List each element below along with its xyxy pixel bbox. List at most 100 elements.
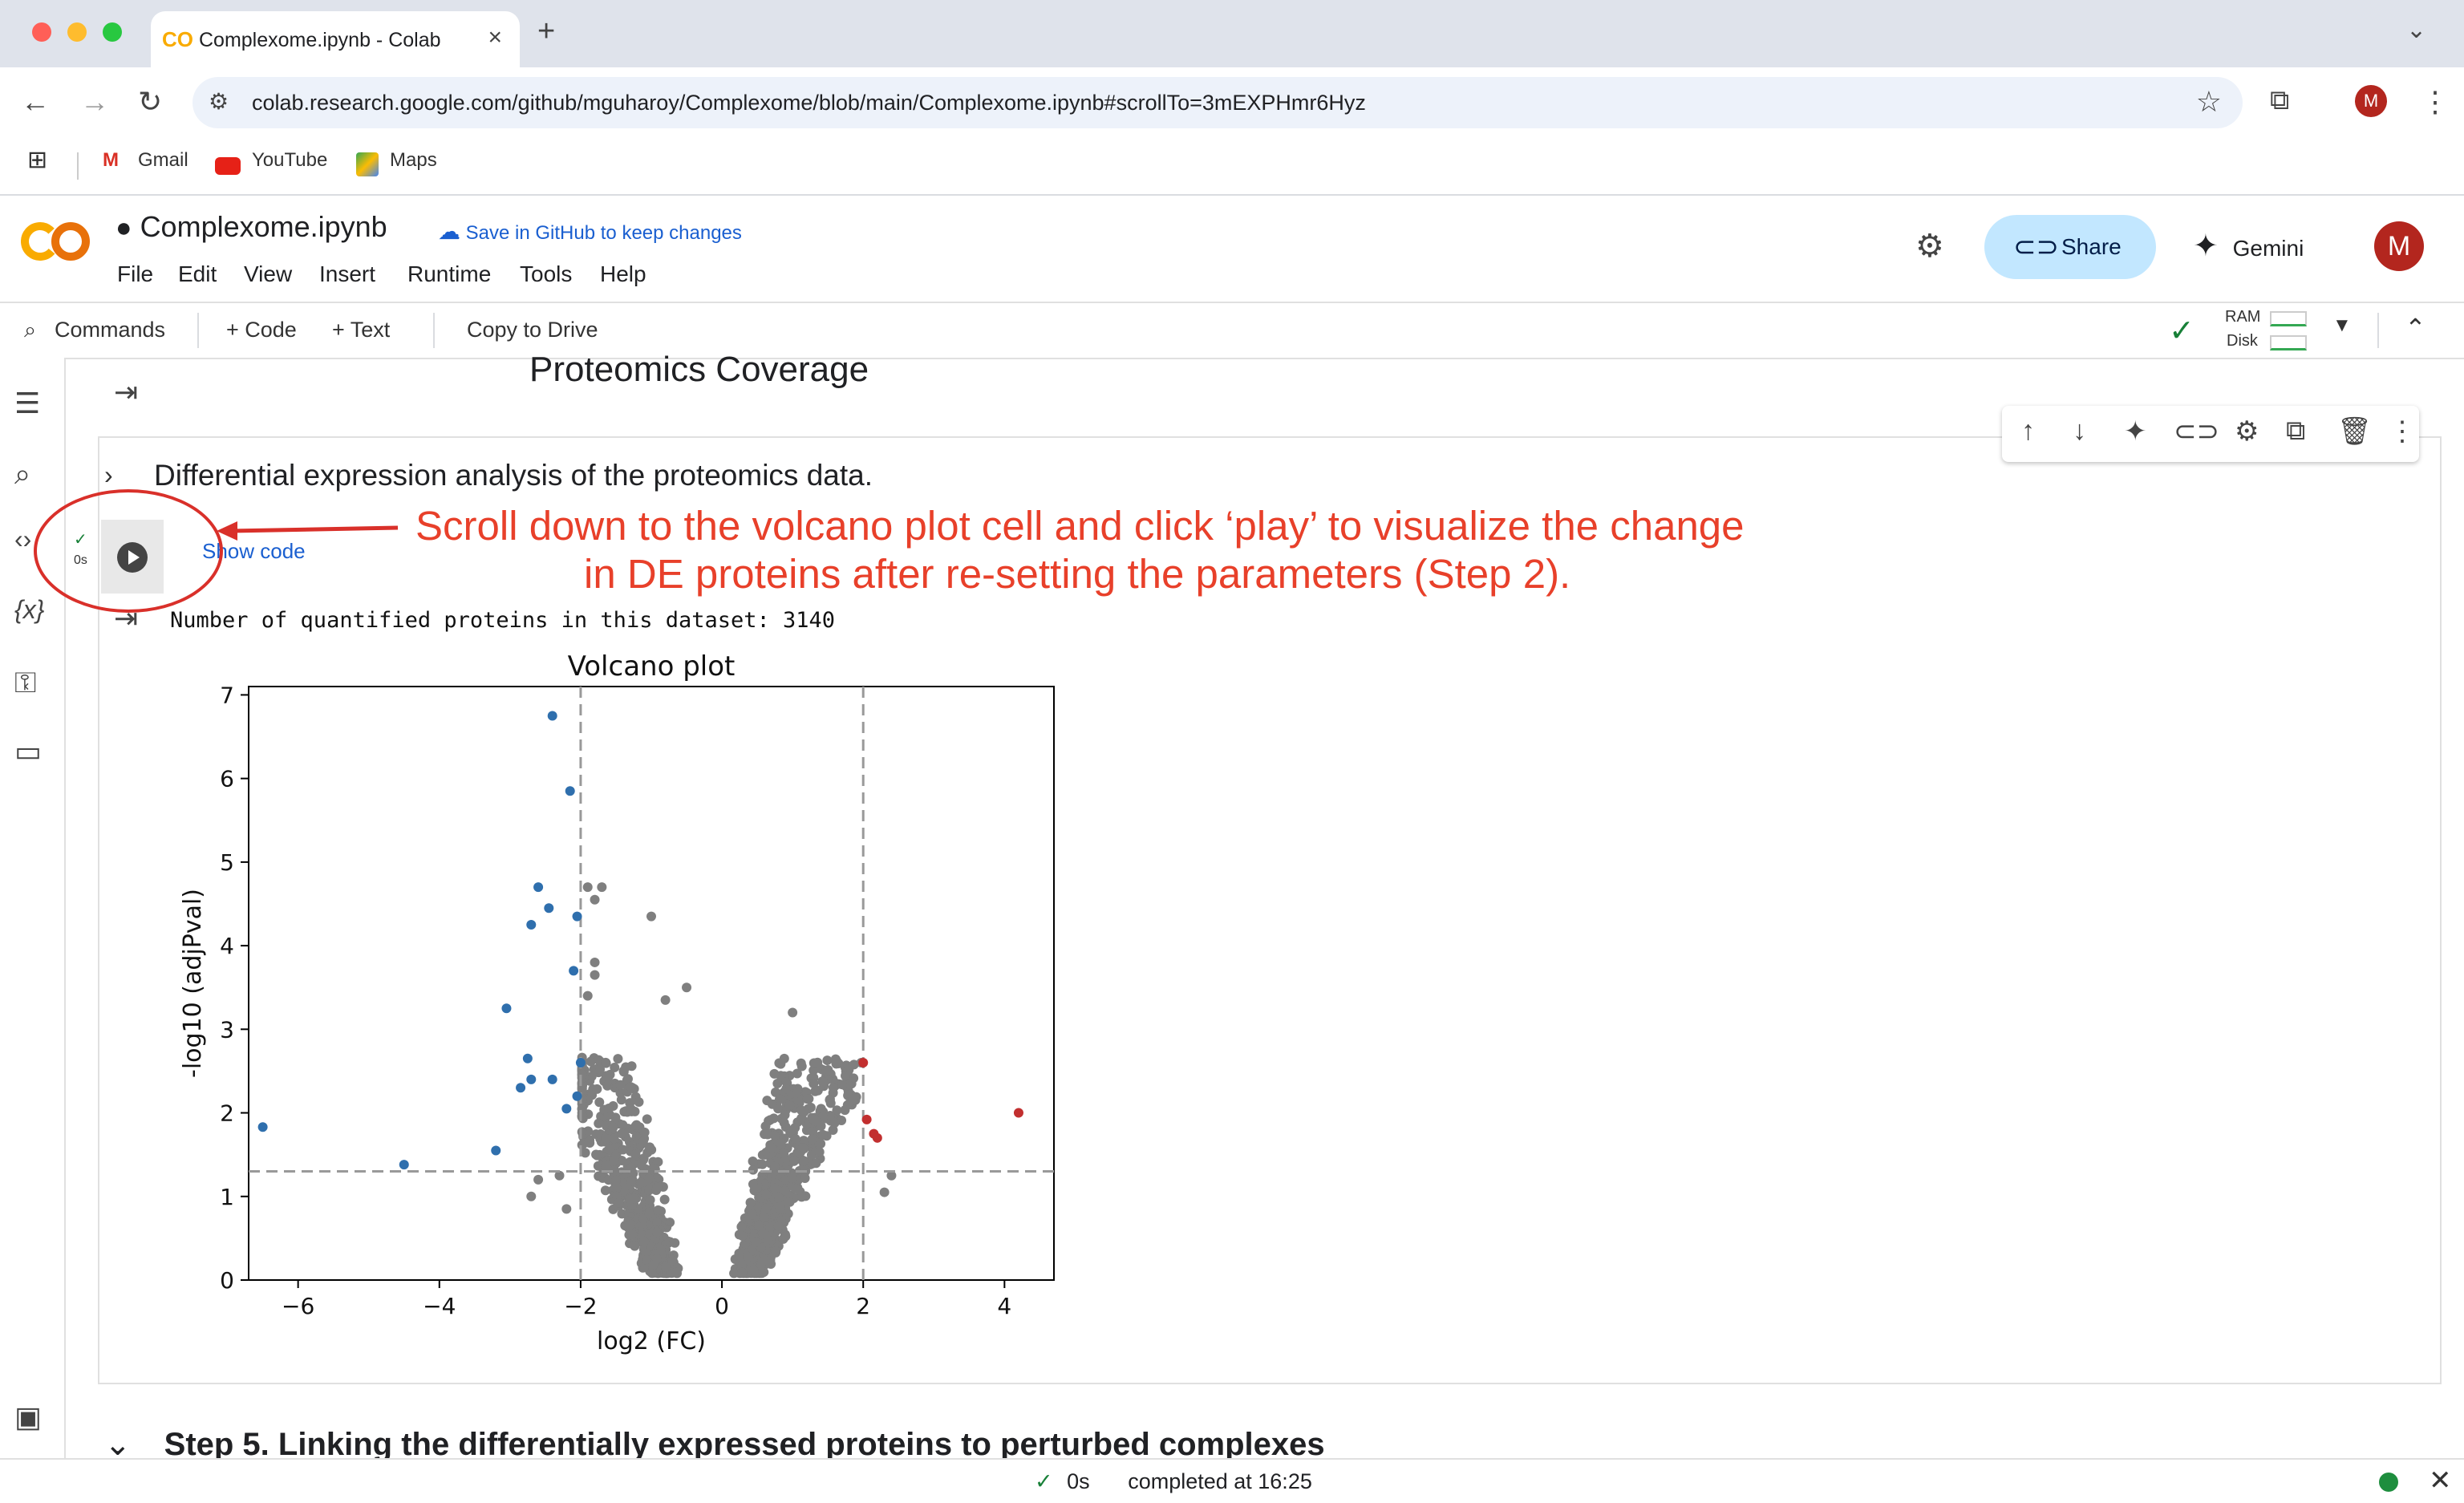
reload-icon[interactable]: ↻ xyxy=(138,85,163,118)
data-point-ns xyxy=(775,1204,785,1214)
terminal-icon[interactable]: ▣ xyxy=(14,1400,43,1433)
menu-view[interactable]: View xyxy=(244,261,293,286)
variables-icon[interactable]: {x} xyxy=(14,595,45,624)
menu-runtime[interactable]: Runtime xyxy=(407,261,492,286)
bookmark-maps[interactable]: Maps xyxy=(390,149,437,171)
collapse-header-icon[interactable]: ⌃ xyxy=(2405,314,2426,342)
bookmarks-divider xyxy=(77,152,79,180)
menu-insert[interactable]: Insert xyxy=(319,261,376,286)
close-tab-icon[interactable]: × xyxy=(488,24,502,51)
data-point-ns xyxy=(776,1168,786,1178)
site-info-icon[interactable]: ⚙ xyxy=(209,89,229,114)
copy-to-drive-button[interactable]: Copy to Drive xyxy=(467,318,598,342)
minimize-window-button[interactable] xyxy=(67,22,87,42)
runtime-dropdown-icon[interactable]: ▼ xyxy=(2332,314,2352,336)
notebook-title[interactable]: ● Complexome.ipynb xyxy=(116,210,387,244)
data-point-ns xyxy=(638,1136,648,1147)
menu-help[interactable]: Help xyxy=(600,261,646,286)
data-point-ns xyxy=(807,1113,817,1124)
data-point-ns xyxy=(806,1150,817,1161)
cloud-off-icon: ☁ xyxy=(438,219,460,244)
find-replace-icon[interactable]: ⌕ xyxy=(14,457,31,490)
close-window-button[interactable] xyxy=(32,22,51,42)
settings-gear-icon[interactable]: ⚙ xyxy=(1915,229,1944,264)
data-point-ns xyxy=(594,1118,604,1128)
cell-settings-icon[interactable]: ⚙ xyxy=(2235,416,2259,447)
maximize-window-button[interactable] xyxy=(103,22,122,42)
share-button[interactable]: ⊂⊃ Share xyxy=(1984,215,2156,279)
add-text-button[interactable]: + Text xyxy=(332,318,391,342)
menu-tools[interactable]: Tools xyxy=(520,261,573,286)
notebook-name[interactable]: Complexome.ipynb xyxy=(140,210,387,243)
extensions-icon[interactable]: ⧉ xyxy=(2270,85,2290,115)
colab-logo-icon[interactable] xyxy=(21,217,91,266)
mirror-cell-icon[interactable]: ⧉ xyxy=(2286,415,2306,446)
data-point-ns xyxy=(802,1094,813,1104)
browser-menu-icon[interactable]: ⋮ xyxy=(2421,85,2450,118)
data-point-ns xyxy=(644,1173,654,1184)
table-of-contents-icon[interactable]: ☰ xyxy=(14,387,41,419)
profile-avatar[interactable]: M xyxy=(2355,85,2387,117)
move-up-icon[interactable]: ↑ xyxy=(2021,415,2035,446)
account-avatar[interactable]: M xyxy=(2374,221,2424,271)
data-point-ns xyxy=(788,1156,799,1166)
new-tab-icon[interactable]: + xyxy=(537,14,556,48)
data-point-ns xyxy=(639,1127,650,1137)
data-point-ns xyxy=(617,1128,627,1139)
apps-grid-icon[interactable]: ⊞ xyxy=(27,147,48,173)
bookmark-star-icon[interactable]: ☆ xyxy=(2195,85,2222,118)
bookmark-youtube[interactable]: YouTube xyxy=(252,149,328,171)
move-down-icon[interactable]: ↓ xyxy=(2073,415,2086,446)
data-point-ns xyxy=(780,1110,790,1120)
y-tick-label: 6 xyxy=(220,766,234,792)
data-point-ns xyxy=(814,1147,825,1157)
data-point-ns xyxy=(646,1267,657,1278)
forward-arrow-icon[interactable]: → xyxy=(80,85,109,118)
data-point-ns xyxy=(615,1080,626,1090)
close-status-icon[interactable]: ✕ xyxy=(2429,1465,2452,1496)
annotation-line-1: Scroll down to the volcano plot cell and… xyxy=(415,503,1745,549)
data-point-ns xyxy=(561,1204,572,1214)
gemini-sparkle-icon[interactable]: ✦ xyxy=(2124,416,2147,447)
files-folder-icon[interactable]: ▭ xyxy=(14,735,43,768)
data-point-ns xyxy=(761,1189,772,1200)
data-point-up xyxy=(872,1132,882,1143)
output-toggle-icon[interactable]: ⇥ xyxy=(114,602,139,634)
delete-cell-icon[interactable]: 🗑 xyxy=(2337,416,2373,447)
data-point-down xyxy=(491,1145,501,1156)
bookmarks-bar: ⊞ M Gmail YouTube Maps xyxy=(0,138,2464,196)
data-point-ns xyxy=(828,1124,838,1135)
section-chevron-icon[interactable]: ⌄ xyxy=(104,1427,132,1462)
data-point-down xyxy=(544,903,554,914)
menu-file[interactable]: File xyxy=(117,261,154,286)
save-in-github-link[interactable]: ☁ Save in GitHub to keep changes xyxy=(438,218,742,245)
section-heading: Differential expression analysis of the … xyxy=(154,459,873,492)
browser-tab[interactable]: CO Complexome.ipynb - Colab × xyxy=(151,11,520,67)
data-point-ns xyxy=(608,1122,618,1132)
link-cell-icon[interactable]: ⊂⊃ xyxy=(2174,416,2219,447)
data-point-ns xyxy=(808,1079,819,1089)
menu-edit[interactable]: Edit xyxy=(178,261,217,286)
bookmark-gmail[interactable]: Gmail xyxy=(138,149,188,171)
url-text[interactable]: colab.research.google.com/github/mguharo… xyxy=(252,91,1366,115)
commands-button[interactable]: Commands xyxy=(55,318,166,342)
output-toggle-icon[interactable]: ⇥ xyxy=(114,375,139,408)
data-point-ns xyxy=(580,1148,590,1158)
tab-title: Complexome.ipynb - Colab xyxy=(199,29,441,51)
section-chevron-icon[interactable]: › xyxy=(104,460,113,489)
data-point-ns xyxy=(592,1084,602,1094)
y-tick-label: 3 xyxy=(220,1016,234,1043)
save-github-label[interactable]: Save in GitHub to keep changes xyxy=(465,222,742,244)
tab-search-chevron-icon[interactable]: ⌄ xyxy=(2406,17,2427,43)
data-point-ns xyxy=(822,1055,833,1066)
add-code-button[interactable]: + Code xyxy=(226,318,297,342)
data-point-ns xyxy=(776,1137,786,1148)
gemini-button[interactable]: ✦ Gemini xyxy=(2193,228,2304,264)
secrets-key-icon[interactable]: ⚿ xyxy=(14,666,37,699)
data-point-down xyxy=(533,882,544,893)
more-actions-icon[interactable]: ⋮ xyxy=(2389,416,2416,447)
code-snippets-icon[interactable]: ‹› xyxy=(14,525,32,553)
data-point-ns xyxy=(779,1149,789,1159)
back-arrow-icon[interactable]: ← xyxy=(21,85,50,118)
address-bar[interactable]: ⚙ colab.research.google.com/github/mguha… xyxy=(192,77,2243,128)
